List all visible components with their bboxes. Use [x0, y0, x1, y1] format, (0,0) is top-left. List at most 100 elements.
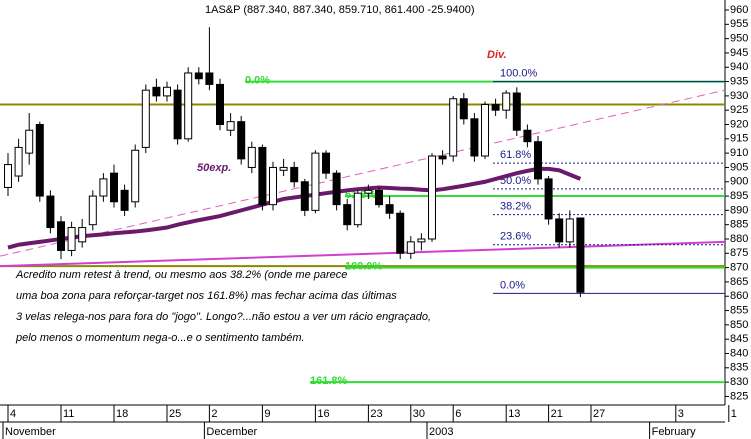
y-tick-label: 860	[730, 290, 748, 302]
comment-line: Acredito num retest à trend, ou mesmo ao…	[15, 269, 347, 281]
candle-body	[449, 98, 458, 157]
x-tick-label: 27	[593, 408, 605, 420]
fib-label: 100.0%	[345, 261, 383, 273]
x-tick-label: 23	[370, 408, 382, 420]
x-tick-label: 18	[116, 408, 128, 420]
y-tick-label: 855	[730, 304, 748, 316]
fib-label: 23.6%	[500, 231, 531, 243]
y-tick-label: 940	[730, 61, 748, 73]
candle-body	[481, 103, 489, 157]
candle-body	[311, 152, 320, 211]
fib-label: 100.0%	[500, 67, 538, 79]
candle-body	[99, 178, 108, 197]
candle-body	[46, 195, 55, 229]
candle-body	[470, 118, 479, 157]
candle-body	[173, 89, 182, 140]
comment-line: pelo menos o momentum nega-o...e o senti…	[15, 332, 305, 344]
fib-label: 38.2%	[500, 201, 531, 213]
y-tick-label: 930	[730, 90, 748, 102]
candle-body	[194, 72, 203, 80]
y-tick-label: 915	[730, 133, 748, 145]
candle-body	[57, 221, 65, 251]
annotation: Div.	[487, 49, 507, 61]
x-tick-label: 4	[10, 408, 16, 420]
candle-body	[216, 83, 224, 126]
y-tick-label: 895	[730, 190, 748, 202]
y-tick-label: 830	[730, 376, 748, 388]
ma-label: 50exp.	[197, 162, 231, 174]
candle-body	[35, 124, 44, 197]
y-tick-label: 890	[730, 204, 748, 216]
ma-line	[7, 166, 582, 250]
y-tick-label: 850	[730, 319, 748, 331]
x-tick-label: 30	[413, 408, 425, 420]
candle-body	[544, 178, 553, 220]
x-tick-label: 11	[63, 408, 74, 420]
candle-body	[322, 152, 330, 174]
y-tick-label: 870	[730, 262, 748, 274]
candle-body	[353, 192, 362, 226]
candle-body	[269, 166, 277, 206]
x-tick-label: 6	[455, 408, 461, 420]
candle-body	[4, 164, 12, 188]
y-tick-label: 865	[730, 276, 748, 288]
comment-line: uma boa zona para reforçar-target nos 16…	[16, 290, 397, 302]
candle-body	[332, 172, 341, 206]
candle-body	[502, 92, 511, 111]
x-tick-label: 25	[169, 408, 181, 420]
x-tick-label: 21	[551, 408, 563, 420]
comment-line: 3 velas relega-nos para fora do "jogo". …	[16, 311, 431, 323]
y-tick-label: 935	[730, 75, 748, 87]
x-tick-label: 13	[508, 408, 520, 420]
y-tick-label: 950	[730, 33, 748, 45]
y-tick-label: 845	[730, 333, 748, 345]
candle-body	[364, 189, 373, 194]
candle-body	[141, 89, 150, 148]
y-tick-label: 825	[730, 390, 748, 402]
y-tick-label: 905	[730, 161, 748, 173]
x-tick-label: 2	[211, 408, 217, 420]
candle-body	[110, 172, 118, 203]
y-tick-label: 885	[730, 219, 748, 231]
candle-body	[459, 98, 468, 120]
candle-body	[258, 146, 267, 206]
candle-body	[184, 72, 193, 140]
y-tick-label: 840	[730, 347, 748, 359]
x-tick-label: 3	[678, 408, 684, 420]
trend-line	[0, 89, 726, 257]
candle-body	[576, 217, 585, 293]
candle-body	[385, 204, 394, 214]
candle-body	[247, 146, 256, 168]
candle-body	[290, 166, 299, 183]
y-tick-label: 910	[730, 147, 748, 159]
candle-body	[78, 227, 87, 243]
candle-body	[14, 146, 23, 177]
x-tick-label: 9	[264, 408, 270, 420]
y-tick-label: 880	[730, 233, 748, 245]
candle-body	[226, 121, 235, 131]
candle-body	[120, 189, 129, 211]
candle-body	[279, 166, 288, 171]
month-label: December	[206, 426, 257, 438]
candle-body	[396, 212, 405, 254]
trend-line	[0, 240, 726, 268]
candle-body	[25, 129, 34, 154]
candle-body	[523, 129, 532, 143]
month-label: February	[652, 426, 697, 438]
month-label: 2003	[429, 426, 453, 438]
candle-body	[428, 155, 436, 240]
fib-label: 50.0%	[500, 175, 531, 187]
fib-label: 0.0%	[245, 74, 270, 86]
candle-body	[300, 181, 309, 211]
candle-body	[131, 149, 140, 203]
candle-body	[152, 86, 161, 97]
candle-body	[417, 238, 426, 243]
x-tick-label: 16	[317, 408, 329, 420]
month-label: November	[5, 426, 56, 438]
y-tick-label: 960	[730, 4, 748, 16]
y-tick-label: 900	[730, 176, 748, 188]
chart-title: 1AS&P (887.340, 887.340, 859.710, 861.40…	[205, 4, 475, 16]
y-tick-label: 875	[730, 247, 748, 259]
